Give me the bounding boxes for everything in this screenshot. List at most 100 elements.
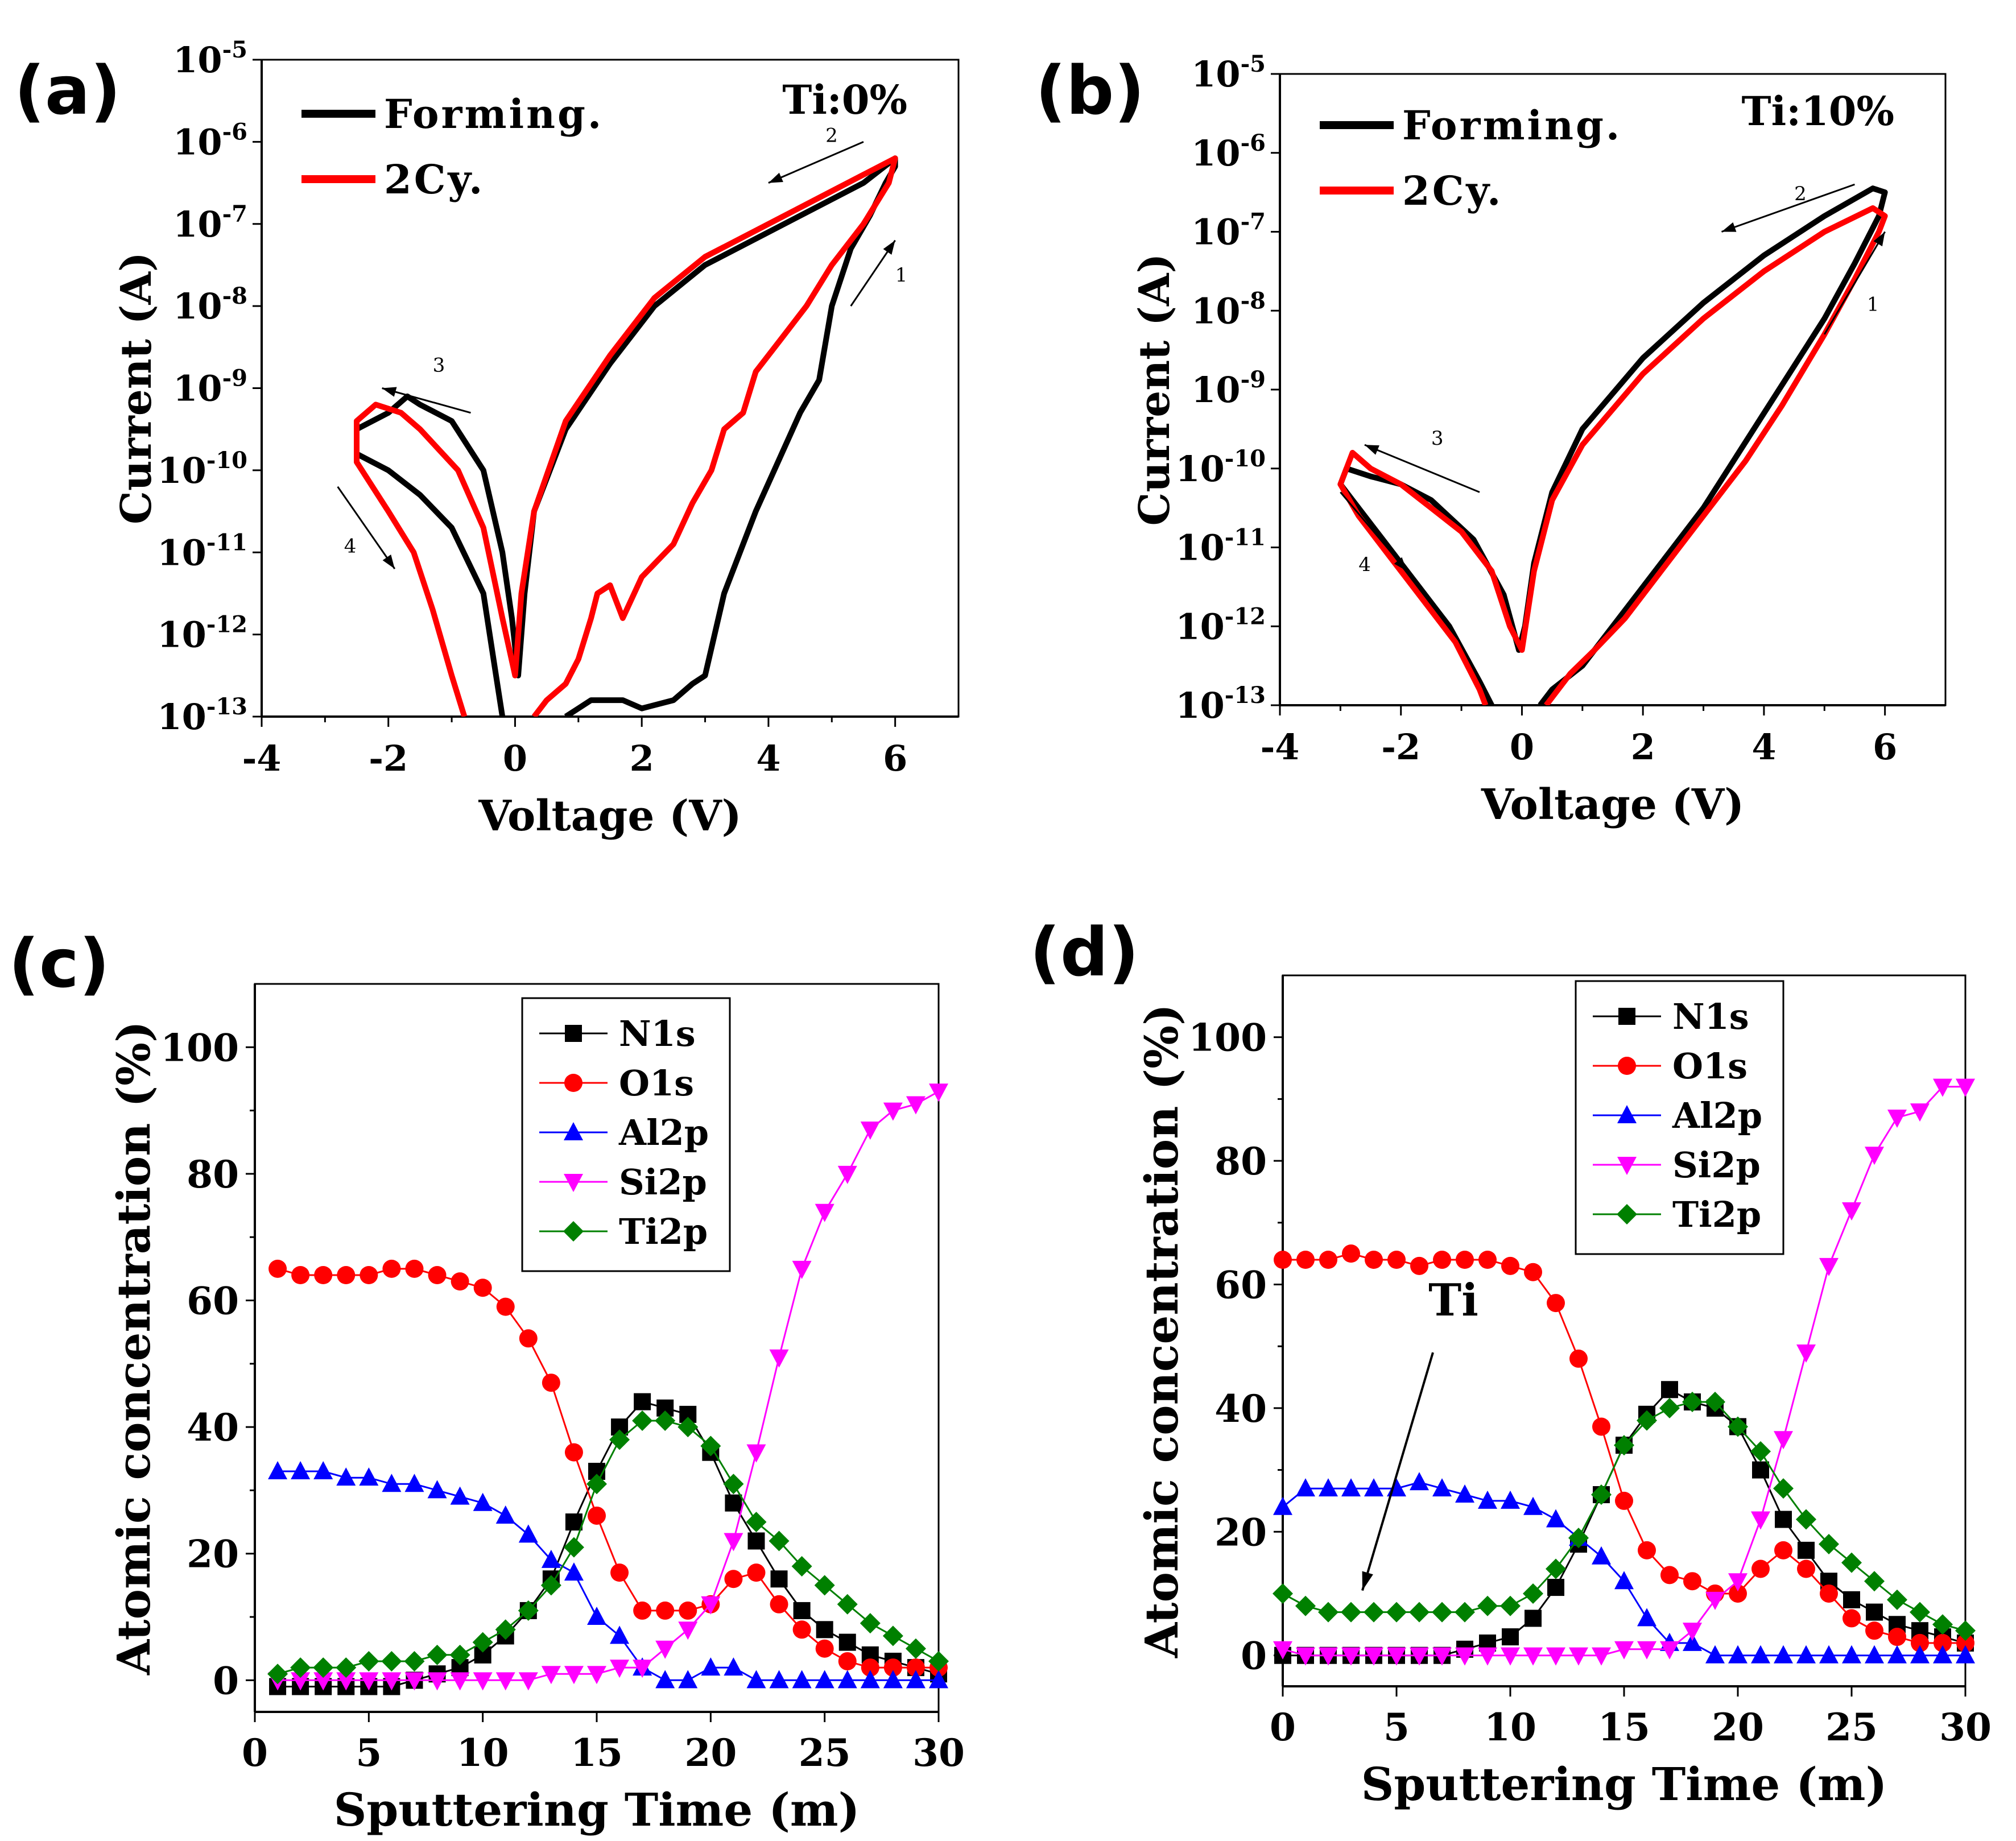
triangle-up-marker bbox=[291, 1461, 311, 1480]
square-marker bbox=[1752, 1461, 1769, 1479]
circle-marker bbox=[1547, 1294, 1565, 1313]
triangle-up-marker bbox=[883, 1670, 903, 1689]
triangle-up-marker bbox=[336, 1467, 356, 1486]
diamond-marker bbox=[1864, 1571, 1885, 1592]
circle-marker bbox=[1274, 1251, 1292, 1269]
ti-annotation-arrow bbox=[1361, 1352, 1434, 1591]
diamond-marker bbox=[1659, 1397, 1680, 1418]
triangle-down-marker bbox=[1592, 1647, 1611, 1666]
circle-marker bbox=[724, 1570, 743, 1588]
diamond-marker bbox=[358, 1650, 379, 1672]
triangle-down-marker bbox=[291, 1672, 311, 1691]
x-tick-label: -4 bbox=[1261, 726, 1300, 768]
circle-marker bbox=[1660, 1566, 1679, 1584]
circle-marker bbox=[428, 1266, 447, 1284]
sweep-arrowhead bbox=[1873, 231, 1885, 247]
circle-marker bbox=[1615, 1491, 1633, 1510]
circle-marker bbox=[770, 1595, 788, 1614]
diamond-marker bbox=[1455, 1602, 1475, 1623]
triangle-up-marker bbox=[564, 1562, 584, 1581]
triangle-down-marker bbox=[1341, 1647, 1361, 1666]
circle-marker bbox=[1729, 1584, 1747, 1603]
circle-marker bbox=[861, 1658, 879, 1677]
diamond-marker bbox=[563, 1537, 584, 1558]
series-2cy-line bbox=[354, 155, 898, 717]
triangle-up-marker bbox=[1637, 1608, 1656, 1627]
triangle-down-marker bbox=[1617, 1157, 1637, 1175]
y-tick-label: 60 bbox=[1214, 1263, 1267, 1307]
y-tick-label: 10-8 bbox=[173, 283, 247, 327]
legend-label: Al2p bbox=[618, 1112, 709, 1153]
circle-marker bbox=[1638, 1541, 1656, 1559]
triangle-down-marker bbox=[450, 1672, 470, 1691]
legend-label: Al2p bbox=[1672, 1095, 1762, 1136]
x-tick-label: 30 bbox=[912, 1731, 965, 1775]
circle-marker bbox=[610, 1563, 629, 1582]
legend-box bbox=[1575, 980, 1784, 1255]
x-tick-label: 0 bbox=[1510, 726, 1534, 768]
legend-label: O1s bbox=[619, 1062, 694, 1104]
triangle-up-marker bbox=[1341, 1478, 1361, 1497]
diamond-marker bbox=[791, 1556, 812, 1577]
triangle-down-marker bbox=[837, 1165, 857, 1184]
circle-marker bbox=[496, 1297, 515, 1316]
triangle-down-marker bbox=[633, 1660, 652, 1678]
triangle-up-marker bbox=[382, 1474, 402, 1492]
triangle-down-marker bbox=[1478, 1647, 1497, 1666]
y-tick-label: 10-6 bbox=[1191, 130, 1266, 174]
diamond-marker bbox=[586, 1474, 607, 1495]
panel-a: (a) -4 -2 0 2 4 6 10-13 10-12 10-11 10-10 10-9 10-8 1… bbox=[14, 36, 960, 841]
diamond-marker bbox=[1841, 1552, 1862, 1573]
triangle-up-marker bbox=[1774, 1645, 1793, 1664]
triangle-up-marker bbox=[268, 1461, 288, 1480]
ti-annotation-arrowhead bbox=[1362, 1571, 1373, 1591]
diamond-marker bbox=[1637, 1410, 1657, 1431]
sweep-arrowhead bbox=[382, 554, 395, 569]
series-ti2p bbox=[267, 1410, 949, 1685]
triangle-up-marker bbox=[860, 1670, 880, 1689]
triangle-down-marker bbox=[564, 1666, 584, 1685]
sweep-step-label: 3 bbox=[433, 354, 445, 377]
x-tick-label: 0 bbox=[242, 1731, 268, 1775]
triangle-up-marker bbox=[1933, 1645, 1952, 1664]
circle-marker bbox=[1569, 1349, 1588, 1368]
triangle-up-marker bbox=[587, 1607, 606, 1625]
y-tick-label: 10-11 bbox=[1175, 524, 1266, 569]
triangle-down-marker bbox=[1387, 1647, 1406, 1666]
series-al2p bbox=[1273, 1472, 1975, 1664]
triangle-down-marker bbox=[678, 1621, 698, 1640]
triangle-down-marker bbox=[860, 1122, 880, 1140]
ti-annotation: Ti bbox=[1428, 1275, 1478, 1326]
square-marker bbox=[565, 1513, 583, 1531]
panel-b: (b) -4 -2 0 2 4 6 10-13 10-12 10-11 10-10 10-9 10-8 1… bbox=[1035, 51, 1947, 829]
diamond-marker bbox=[1819, 1534, 1839, 1554]
diamond-marker bbox=[746, 1512, 767, 1533]
y-tick-label: 10-5 bbox=[1191, 51, 1266, 95]
diamond-marker bbox=[1591, 1484, 1612, 1505]
triangle-up-marker bbox=[450, 1486, 470, 1505]
triangle-down-marker bbox=[382, 1672, 402, 1691]
triangle-up-marker bbox=[1273, 1496, 1292, 1515]
series-si2p bbox=[268, 1083, 948, 1691]
triangle-up-marker bbox=[1364, 1478, 1383, 1497]
triangle-up-marker bbox=[837, 1670, 857, 1689]
sweep-arrowhead bbox=[768, 172, 783, 183]
diamond-marker bbox=[1568, 1528, 1589, 1549]
diamond-marker bbox=[905, 1638, 926, 1659]
triangle-up-marker bbox=[473, 1492, 493, 1511]
series-line bbox=[1283, 1388, 1966, 1657]
triangle-up-marker bbox=[1728, 1645, 1748, 1664]
triangle-up-marker bbox=[1432, 1478, 1452, 1497]
panel-label: (b) bbox=[1035, 51, 1145, 130]
circle-marker bbox=[382, 1259, 401, 1278]
triangle-down-marker bbox=[518, 1672, 538, 1691]
diamond-marker bbox=[837, 1594, 858, 1615]
diamond-marker bbox=[1728, 1416, 1748, 1437]
y-tick-label: 80 bbox=[187, 1152, 239, 1197]
legend-label: 2Cy. bbox=[1402, 167, 1503, 214]
triangle-up-marker bbox=[1455, 1484, 1474, 1503]
x-tick-label: 10 bbox=[457, 1731, 509, 1775]
triangle-up-marker bbox=[1592, 1546, 1611, 1565]
triangle-down-marker bbox=[929, 1083, 948, 1102]
